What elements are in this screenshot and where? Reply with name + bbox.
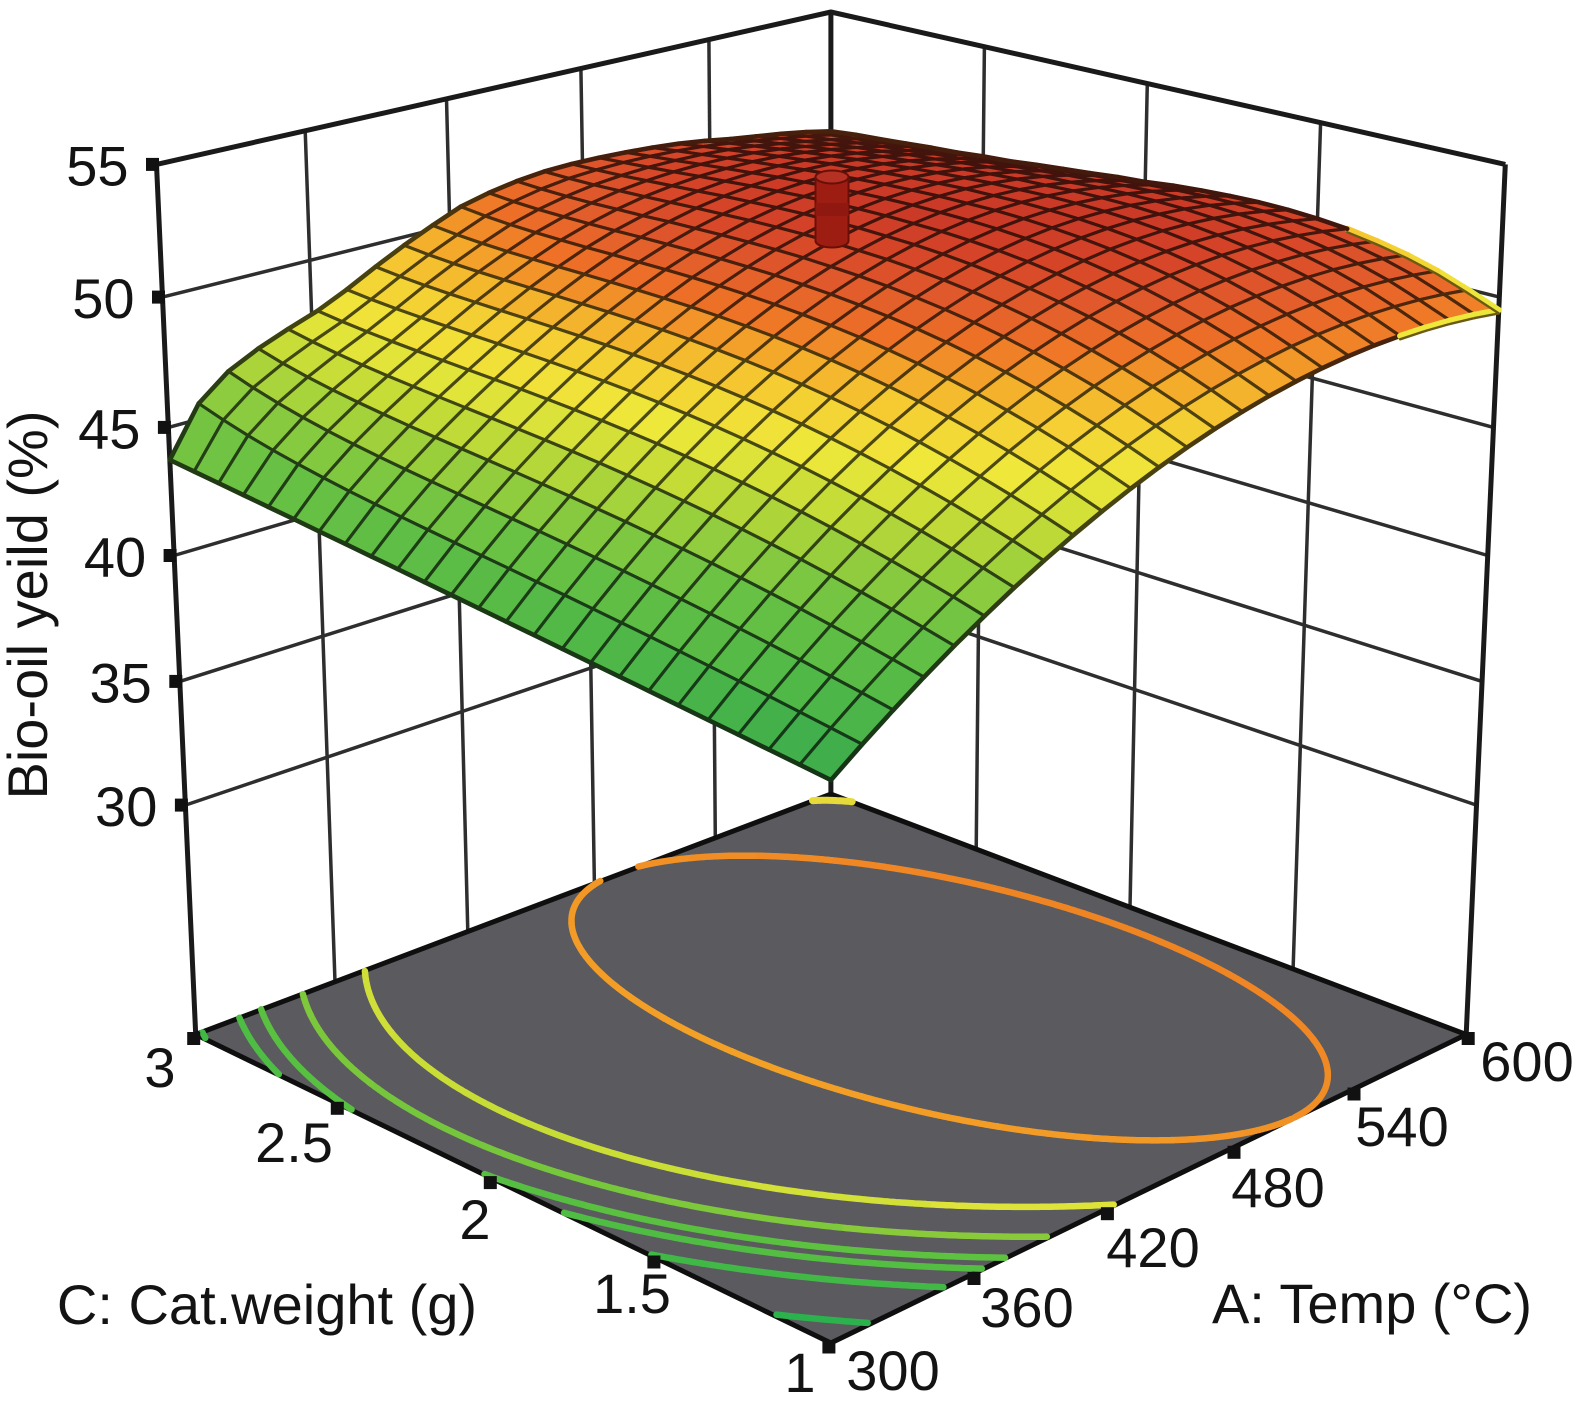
svg-text:2: 2 (459, 1188, 490, 1251)
svg-text:2.5: 2.5 (255, 1111, 333, 1174)
svg-text:C: Cat.weight (g): C: Cat.weight (g) (57, 1273, 477, 1336)
svg-text:45: 45 (78, 397, 140, 460)
svg-text:1: 1 (784, 1341, 815, 1404)
svg-text:55: 55 (66, 134, 128, 197)
svg-text:Bio-oil yeild (%): Bio-oil yeild (%) (0, 411, 59, 800)
svg-text:300: 300 (846, 1339, 939, 1402)
svg-text:420: 420 (1106, 1216, 1199, 1279)
svg-text:360: 360 (980, 1276, 1073, 1339)
svg-text:1.5: 1.5 (593, 1262, 671, 1325)
svg-text:50: 50 (72, 267, 134, 330)
svg-text:30: 30 (95, 775, 157, 838)
svg-text:40: 40 (84, 526, 146, 589)
svg-text:3: 3 (144, 1036, 175, 1099)
svg-text:A: Temp (°C): A: Temp (°C) (1212, 1272, 1532, 1335)
svg-text:35: 35 (89, 651, 151, 714)
svg-text:540: 540 (1355, 1095, 1448, 1158)
svg-text:600: 600 (1480, 1030, 1573, 1093)
svg-text:480: 480 (1231, 1156, 1324, 1219)
